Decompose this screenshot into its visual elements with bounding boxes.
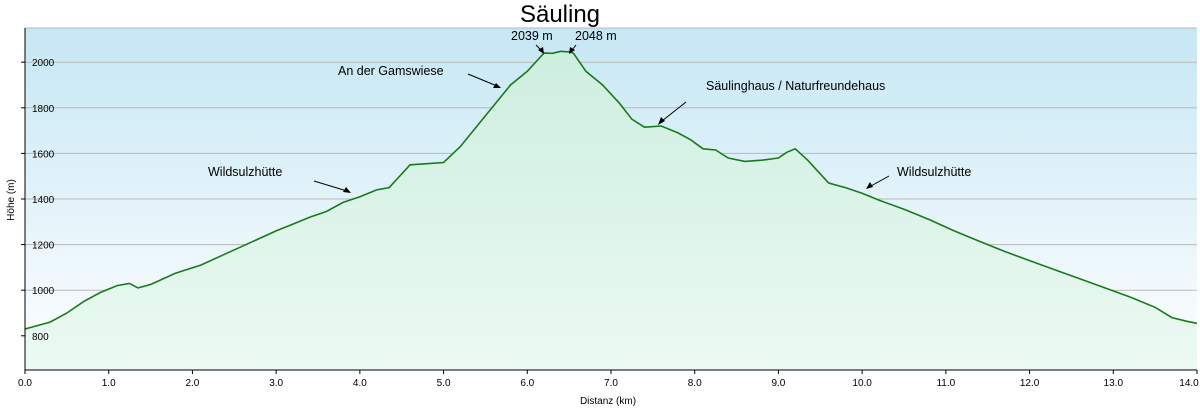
x-tick-label: 6.0: [520, 378, 534, 389]
x-tick-label: 14.0: [1179, 378, 1199, 389]
annotation-arrow-gamswiese: [467, 73, 498, 87]
y-tick-label: 1200: [32, 241, 55, 252]
y-tick-label: 1800: [32, 104, 55, 115]
x-tick-label: 8.0: [688, 378, 702, 389]
arrowhead: [493, 83, 501, 88]
x-tick-label: 9.0: [771, 378, 785, 389]
annotation-saeulinghaus: Säulinghaus / Naturfreundehaus: [706, 79, 885, 93]
y-tick-label: 800: [32, 332, 49, 343]
arrowhead: [866, 182, 873, 189]
elevation-line: [24, 50, 1198, 330]
y-tick-label: 1600: [32, 149, 55, 160]
annotation-2048m: 2048 m: [575, 29, 617, 43]
x-tick-label: 13.0: [1104, 378, 1124, 389]
annotation-gamswiese: An der Gamswiese: [338, 64, 444, 78]
x-tick-label: 2.0: [185, 378, 199, 389]
x-axis-label: Distanz (km): [580, 396, 636, 407]
x-tick-label: 10.0: [852, 378, 872, 389]
x-tick-label: 12.0: [1020, 378, 1040, 389]
arrowhead: [343, 187, 351, 193]
annotation-wildsulzhuette-1: Wildsulzhütte: [208, 165, 282, 179]
arrowhead: [658, 117, 665, 125]
x-tick-label: 5.0: [437, 378, 451, 389]
annotation-arrow-saeulinghaus: [661, 101, 687, 122]
arrowhead: [538, 47, 544, 54]
annotation-wildsulzhuette-2: Wildsulzhütte: [897, 165, 971, 179]
x-tick-label: 7.0: [604, 378, 618, 389]
y-tick-label: 1400: [32, 195, 55, 206]
x-axis-ticks: 0.0 1.0 2.0 3.0 4.0 5.0 6.0 7.0 8.0 9.0 10.0 11.0 12…: [18, 370, 1199, 389]
annotation-2039m: 2039 m: [511, 29, 553, 43]
x-tick-label: 3.0: [269, 378, 283, 389]
arrowhead: [569, 47, 575, 54]
y-tick-label: 2000: [32, 58, 55, 69]
x-tick-label: 1.0: [102, 378, 116, 389]
annotation-arrow-wildsulzhuette-2: [870, 175, 890, 187]
y-axis-label: Höhe (m): [6, 179, 17, 221]
chart-title: Säuling: [520, 1, 600, 28]
x-tick-label: 4.0: [353, 378, 367, 389]
y-axis-ticks: 800 1000 1200 1400 1600 1800 2000: [21, 58, 55, 343]
y-tick-label: 1000: [32, 286, 55, 297]
x-tick-label: 0.0: [18, 378, 32, 389]
x-tick-label: 11.0: [936, 378, 955, 389]
elevation-area: [25, 51, 1197, 371]
annotation-arrow-wildsulzhuette-1: [313, 180, 348, 192]
